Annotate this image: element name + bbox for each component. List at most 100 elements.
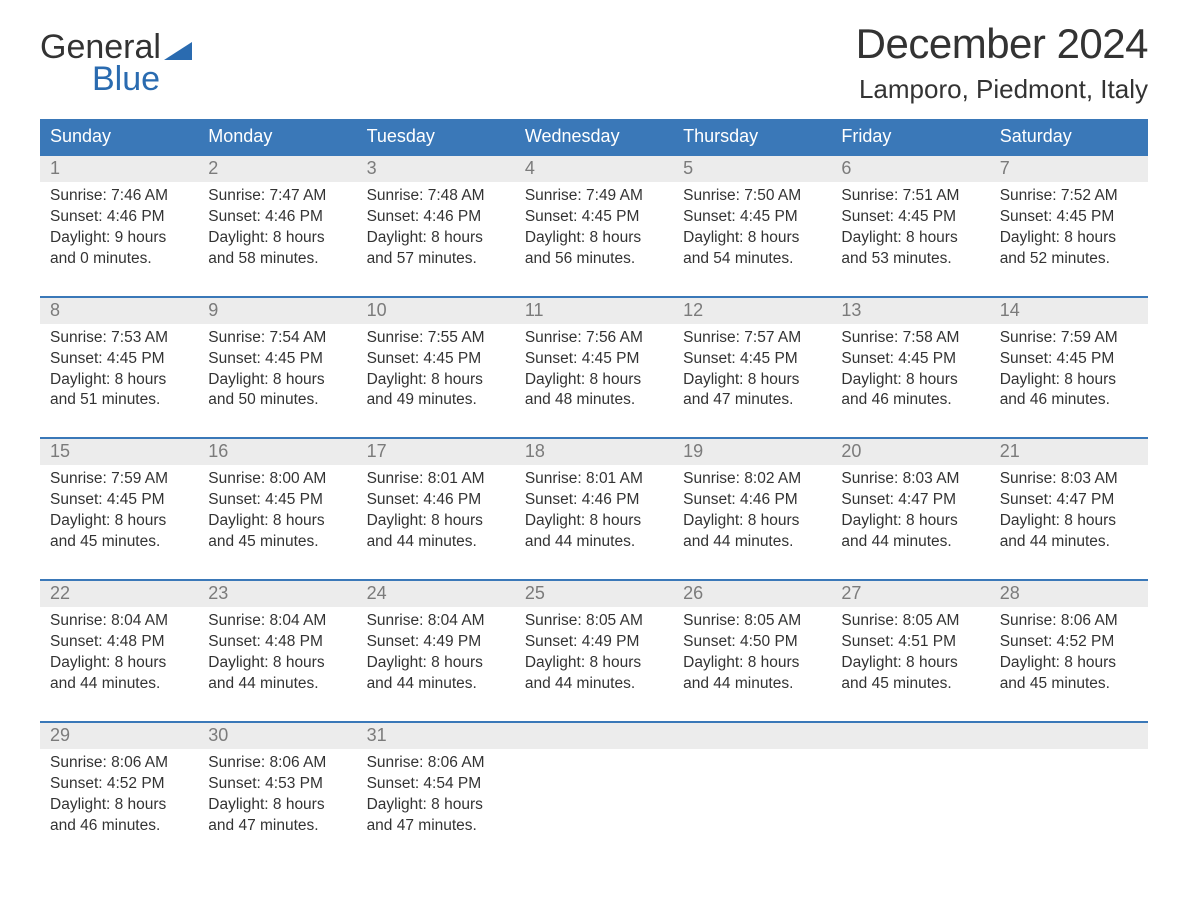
dow-wednesday: Wednesday (515, 119, 673, 154)
daylight-text: Daylight: 8 hours and 48 minutes. (525, 370, 663, 412)
day-cell: Sunrise: 8:02 AMSunset: 4:46 PMDaylight:… (673, 465, 831, 561)
day-cell: Sunrise: 8:06 AMSunset: 4:53 PMDaylight:… (198, 749, 356, 845)
sunrise-text: Sunrise: 7:52 AM (1000, 186, 1138, 207)
daylight-text: Daylight: 8 hours and 44 minutes. (208, 653, 346, 695)
sunset-text: Sunset: 4:46 PM (50, 207, 188, 228)
sunrise-text: Sunrise: 8:04 AM (367, 611, 505, 632)
week-row: 15161718192021Sunrise: 7:59 AMSunset: 4:… (40, 437, 1148, 561)
day-number: 15 (40, 439, 198, 465)
sunset-text: Sunset: 4:45 PM (683, 349, 821, 370)
day-number: 16 (198, 439, 356, 465)
dow-tuesday: Tuesday (357, 119, 515, 154)
sunrise-text: Sunrise: 7:59 AM (50, 469, 188, 490)
brand-line2: Blue (40, 62, 192, 96)
daylight-text: Daylight: 8 hours and 45 minutes. (50, 511, 188, 553)
day-cell: Sunrise: 7:57 AMSunset: 4:45 PMDaylight:… (673, 324, 831, 420)
day-cell (831, 749, 989, 845)
sunset-text: Sunset: 4:45 PM (208, 490, 346, 511)
day-number: 13 (831, 298, 989, 324)
day-number: 12 (673, 298, 831, 324)
brand-triangle-icon (164, 42, 192, 60)
day-cell: Sunrise: 8:00 AMSunset: 4:45 PMDaylight:… (198, 465, 356, 561)
day-number: 25 (515, 581, 673, 607)
sunrise-text: Sunrise: 7:49 AM (525, 186, 663, 207)
day-cell: Sunrise: 7:53 AMSunset: 4:45 PMDaylight:… (40, 324, 198, 420)
sunrise-text: Sunrise: 8:05 AM (683, 611, 821, 632)
day-number: 4 (515, 156, 673, 182)
sunset-text: Sunset: 4:45 PM (683, 207, 821, 228)
day-cell: Sunrise: 8:03 AMSunset: 4:47 PMDaylight:… (990, 465, 1148, 561)
week-row: 293031Sunrise: 8:06 AMSunset: 4:52 PMDay… (40, 721, 1148, 845)
day-cell: Sunrise: 8:01 AMSunset: 4:46 PMDaylight:… (357, 465, 515, 561)
day-number: 29 (40, 723, 198, 749)
week-row: 22232425262728Sunrise: 8:04 AMSunset: 4:… (40, 579, 1148, 703)
day-number: 11 (515, 298, 673, 324)
sunrise-text: Sunrise: 7:57 AM (683, 328, 821, 349)
week-row: 891011121314Sunrise: 7:53 AMSunset: 4:45… (40, 296, 1148, 420)
daylight-text: Daylight: 8 hours and 44 minutes. (367, 511, 505, 553)
day-cell: Sunrise: 7:47 AMSunset: 4:46 PMDaylight:… (198, 182, 356, 278)
daylight-text: Daylight: 8 hours and 45 minutes. (208, 511, 346, 553)
sunrise-text: Sunrise: 7:48 AM (367, 186, 505, 207)
daylight-text: Daylight: 8 hours and 58 minutes. (208, 228, 346, 270)
sunset-text: Sunset: 4:51 PM (841, 632, 979, 653)
sunset-text: Sunset: 4:54 PM (367, 774, 505, 795)
sunset-text: Sunset: 4:46 PM (208, 207, 346, 228)
sunset-text: Sunset: 4:45 PM (525, 349, 663, 370)
day-number (673, 723, 831, 749)
daylight-text: Daylight: 8 hours and 44 minutes. (367, 653, 505, 695)
sunset-text: Sunset: 4:45 PM (1000, 207, 1138, 228)
sunset-text: Sunset: 4:46 PM (525, 490, 663, 511)
day-number-row: 891011121314 (40, 298, 1148, 324)
day-cell: Sunrise: 7:48 AMSunset: 4:46 PMDaylight:… (357, 182, 515, 278)
sunset-text: Sunset: 4:49 PM (525, 632, 663, 653)
day-cell: Sunrise: 7:51 AMSunset: 4:45 PMDaylight:… (831, 182, 989, 278)
sunset-text: Sunset: 4:52 PM (50, 774, 188, 795)
day-number: 1 (40, 156, 198, 182)
page-header: General Blue December 2024 Lamporo, Pied… (40, 20, 1148, 105)
day-number: 10 (357, 298, 515, 324)
day-number: 5 (673, 156, 831, 182)
daylight-text: Daylight: 8 hours and 46 minutes. (841, 370, 979, 412)
title-block: December 2024 Lamporo, Piedmont, Italy (856, 20, 1148, 105)
dow-thursday: Thursday (673, 119, 831, 154)
day-number-row: 15161718192021 (40, 439, 1148, 465)
day-cell: Sunrise: 7:58 AMSunset: 4:45 PMDaylight:… (831, 324, 989, 420)
day-number: 19 (673, 439, 831, 465)
daylight-text: Daylight: 8 hours and 53 minutes. (841, 228, 979, 270)
day-cell: Sunrise: 7:50 AMSunset: 4:45 PMDaylight:… (673, 182, 831, 278)
day-number: 7 (990, 156, 1148, 182)
day-cell (673, 749, 831, 845)
day-cell: Sunrise: 7:59 AMSunset: 4:45 PMDaylight:… (990, 324, 1148, 420)
sunset-text: Sunset: 4:45 PM (1000, 349, 1138, 370)
day-number: 27 (831, 581, 989, 607)
daylight-text: Daylight: 8 hours and 44 minutes. (683, 653, 821, 695)
day-content-row: Sunrise: 7:59 AMSunset: 4:45 PMDaylight:… (40, 465, 1148, 561)
day-cell: Sunrise: 7:59 AMSunset: 4:45 PMDaylight:… (40, 465, 198, 561)
sunset-text: Sunset: 4:47 PM (1000, 490, 1138, 511)
day-cell (990, 749, 1148, 845)
sunrise-text: Sunrise: 7:51 AM (841, 186, 979, 207)
sunset-text: Sunset: 4:45 PM (50, 349, 188, 370)
sunset-text: Sunset: 4:46 PM (683, 490, 821, 511)
sunset-text: Sunset: 4:45 PM (525, 207, 663, 228)
sunrise-text: Sunrise: 8:01 AM (525, 469, 663, 490)
day-number: 24 (357, 581, 515, 607)
day-content-row: Sunrise: 8:06 AMSunset: 4:52 PMDaylight:… (40, 749, 1148, 845)
sunrise-text: Sunrise: 8:06 AM (208, 753, 346, 774)
daylight-text: Daylight: 8 hours and 47 minutes. (367, 795, 505, 837)
dow-saturday: Saturday (990, 119, 1148, 154)
sunrise-text: Sunrise: 8:06 AM (50, 753, 188, 774)
day-number: 22 (40, 581, 198, 607)
daylight-text: Daylight: 8 hours and 49 minutes. (367, 370, 505, 412)
day-cell: Sunrise: 8:05 AMSunset: 4:51 PMDaylight:… (831, 607, 989, 703)
daylight-text: Daylight: 8 hours and 44 minutes. (50, 653, 188, 695)
daylight-text: Daylight: 8 hours and 47 minutes. (208, 795, 346, 837)
daylight-text: Daylight: 9 hours and 0 minutes. (50, 228, 188, 270)
day-cell: Sunrise: 7:54 AMSunset: 4:45 PMDaylight:… (198, 324, 356, 420)
day-number: 26 (673, 581, 831, 607)
sunrise-text: Sunrise: 8:06 AM (367, 753, 505, 774)
sunrise-text: Sunrise: 8:03 AM (1000, 469, 1138, 490)
day-number: 2 (198, 156, 356, 182)
sunrise-text: Sunrise: 7:55 AM (367, 328, 505, 349)
